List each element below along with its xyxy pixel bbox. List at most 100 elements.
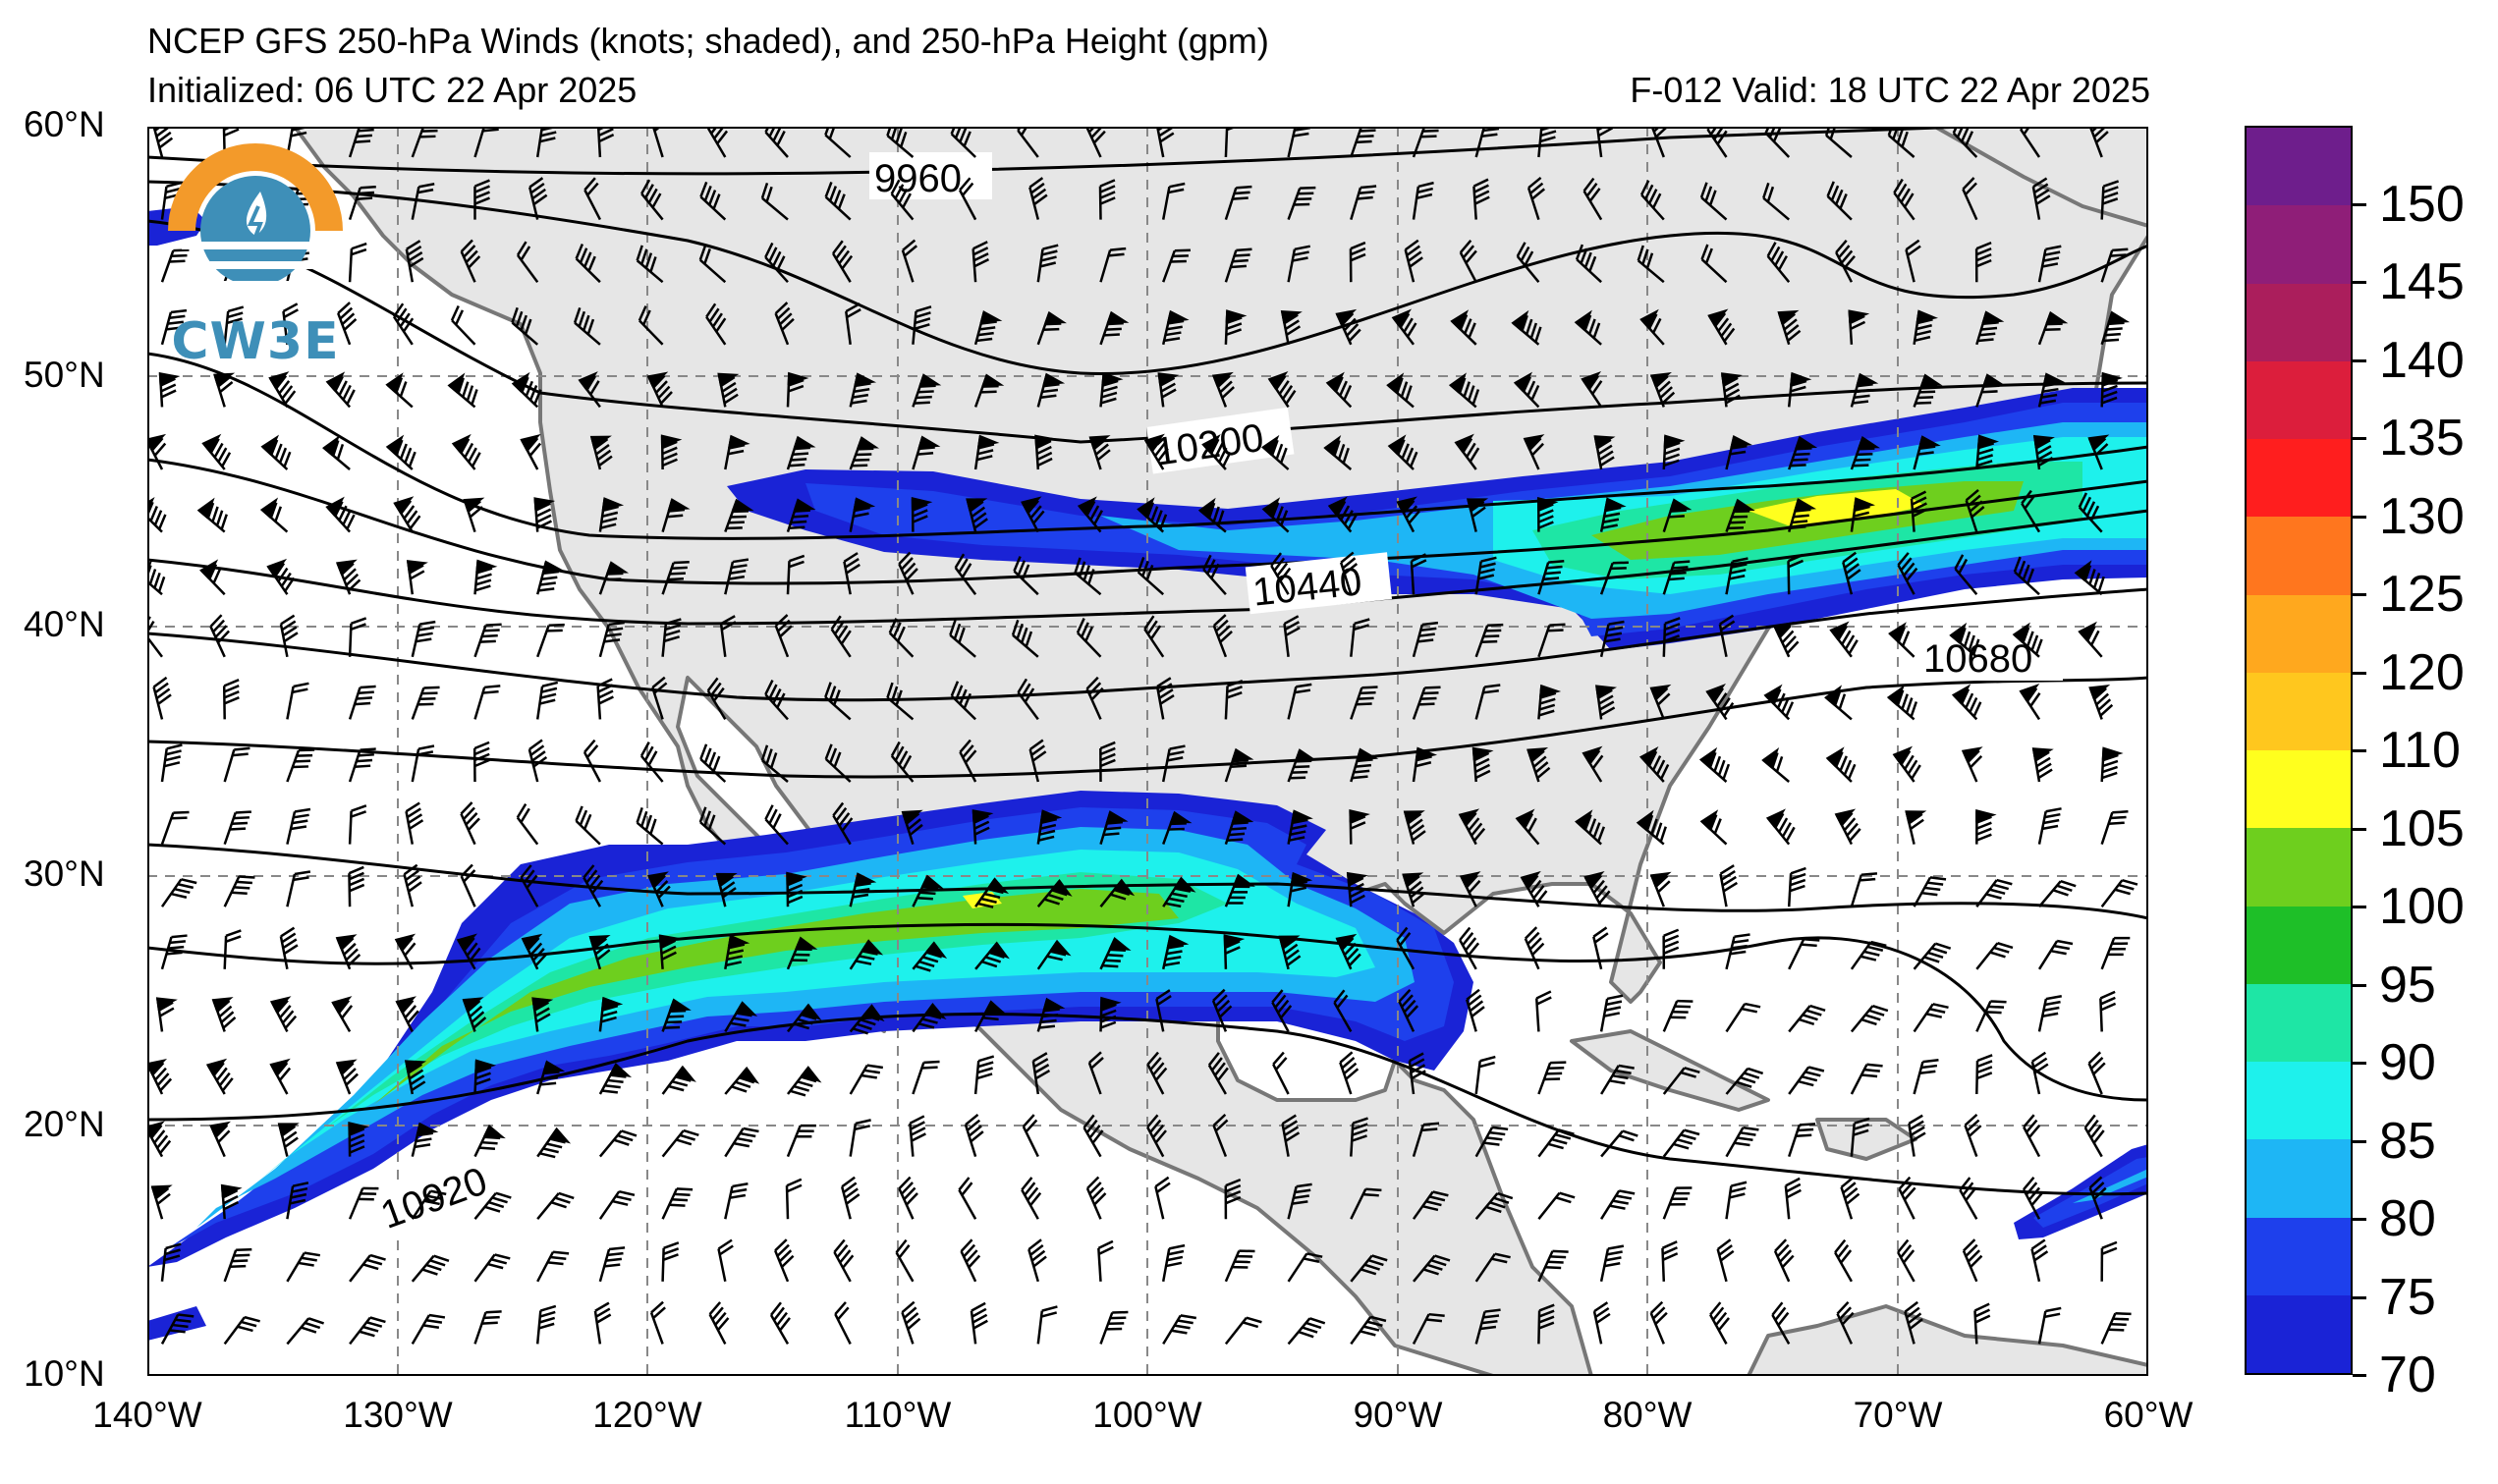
colorbar-segment bbox=[2247, 1217, 2351, 1295]
wind-barb bbox=[1592, 1301, 1611, 1345]
wind-barb bbox=[1850, 940, 1887, 970]
wind-barb bbox=[286, 1251, 321, 1283]
wind-barb bbox=[2012, 622, 2043, 658]
wind-barb bbox=[724, 434, 750, 470]
wind-barb bbox=[160, 810, 190, 846]
wind-barb bbox=[1077, 496, 1103, 533]
wind-barb bbox=[1893, 178, 1915, 221]
wind-barb bbox=[1777, 309, 1802, 346]
wind-barb bbox=[960, 1238, 981, 1283]
wind-barb bbox=[2037, 245, 2062, 283]
wind-barb bbox=[1146, 1051, 1168, 1095]
wind-barb bbox=[1639, 308, 1665, 346]
wind-barb bbox=[2030, 1238, 2049, 1283]
wind-barb bbox=[912, 941, 948, 972]
colorbar-tick-label: 145 bbox=[2379, 253, 2465, 310]
wind-barb bbox=[1698, 746, 1731, 783]
wind-barb bbox=[974, 941, 1010, 970]
lon-label-120w: 120°W bbox=[592, 1395, 702, 1435]
valid-time: F-012 Valid: 18 UTC 22 Apr 2025 bbox=[1630, 70, 2150, 110]
wind-barb bbox=[849, 1004, 885, 1035]
colorbar-segment bbox=[2247, 1062, 2351, 1140]
wind-barb bbox=[2100, 879, 2138, 907]
wind-barb bbox=[1036, 878, 1073, 907]
wind-barb bbox=[598, 621, 625, 658]
wind-barb bbox=[1952, 127, 1978, 158]
wind-barb bbox=[1412, 127, 1441, 158]
wind-barb bbox=[1036, 939, 1072, 970]
wind-barb bbox=[651, 127, 668, 158]
wind-barb bbox=[912, 373, 942, 408]
colorbar-segment bbox=[2247, 594, 2351, 673]
wind-barb bbox=[575, 243, 601, 284]
wind-barb bbox=[160, 1242, 182, 1282]
wind-barb bbox=[1600, 1189, 1636, 1220]
wind-barb bbox=[786, 371, 809, 408]
wind-barb bbox=[1897, 552, 1918, 595]
wind-barb bbox=[1350, 1117, 1368, 1157]
wind-barb bbox=[647, 871, 671, 907]
wind-barb bbox=[1974, 241, 1992, 283]
wind-barb bbox=[898, 1176, 918, 1220]
wind-barb bbox=[2088, 685, 2114, 720]
wind-barb bbox=[1099, 247, 1127, 283]
wind-barb bbox=[1011, 619, 1039, 658]
wind-barb bbox=[1474, 1126, 1509, 1158]
wind-barb bbox=[1350, 185, 1377, 220]
lon-label-100w: 100°W bbox=[1092, 1395, 1202, 1435]
wind-barb bbox=[1850, 497, 1875, 532]
wind-barb bbox=[1527, 176, 1546, 220]
wind-barb bbox=[950, 127, 976, 158]
lon-label-70w: 70°W bbox=[1853, 1395, 1943, 1435]
wind-barb bbox=[2038, 879, 2077, 908]
wind-barb bbox=[651, 676, 668, 720]
wind-barb bbox=[971, 809, 994, 845]
wind-barb bbox=[348, 242, 367, 283]
wind-barb bbox=[325, 496, 356, 533]
wind-barb bbox=[2078, 621, 2103, 658]
wind-barb bbox=[2078, 492, 2103, 533]
wind-barb bbox=[1574, 809, 1606, 846]
wind-barb bbox=[1474, 1055, 1496, 1095]
wind-barb bbox=[1662, 498, 1693, 532]
wind-barb bbox=[719, 615, 737, 657]
wind-barb bbox=[1036, 997, 1066, 1032]
wind-barb bbox=[348, 865, 365, 907]
wind-barb bbox=[2037, 995, 2062, 1032]
wind-barb bbox=[473, 1059, 497, 1095]
wind-barb bbox=[1954, 554, 1978, 596]
wind-barb bbox=[786, 554, 805, 595]
wind-barb bbox=[2019, 684, 2041, 721]
wind-barb bbox=[901, 1300, 921, 1345]
wind-barb bbox=[2100, 746, 2124, 783]
wind-barb bbox=[636, 806, 664, 846]
wind-barb bbox=[598, 996, 624, 1032]
wind-barb bbox=[1201, 434, 1232, 470]
colorbar bbox=[2245, 126, 2353, 1375]
wind-barb bbox=[349, 1316, 386, 1346]
wind-barb bbox=[575, 805, 601, 846]
wind-barb bbox=[411, 744, 435, 783]
jet-west-bottom-75kt bbox=[147, 1306, 206, 1341]
wind-barb bbox=[901, 809, 923, 845]
wind-barb bbox=[849, 1064, 884, 1095]
wind-barb bbox=[1162, 876, 1196, 908]
wind-barb bbox=[511, 306, 539, 346]
wind-barb bbox=[1662, 434, 1686, 470]
wind-barb bbox=[1599, 620, 1625, 658]
wind-barb bbox=[535, 560, 565, 595]
wind-barb bbox=[724, 558, 749, 595]
colorbar-tick bbox=[2353, 202, 2366, 206]
wind-barb bbox=[1211, 371, 1235, 408]
colorbar-tick bbox=[2353, 515, 2366, 519]
wind-barb bbox=[1223, 934, 1246, 969]
wind-barb bbox=[912, 874, 944, 907]
wind-barb bbox=[1212, 614, 1233, 658]
wind-barb bbox=[2100, 180, 2120, 220]
wind-barb bbox=[832, 801, 854, 846]
wind-barb bbox=[699, 181, 727, 221]
wind-barb bbox=[1458, 808, 1486, 846]
wind-barb bbox=[598, 561, 630, 595]
wind-barb bbox=[717, 1238, 734, 1283]
wind-barb bbox=[1886, 685, 1918, 721]
